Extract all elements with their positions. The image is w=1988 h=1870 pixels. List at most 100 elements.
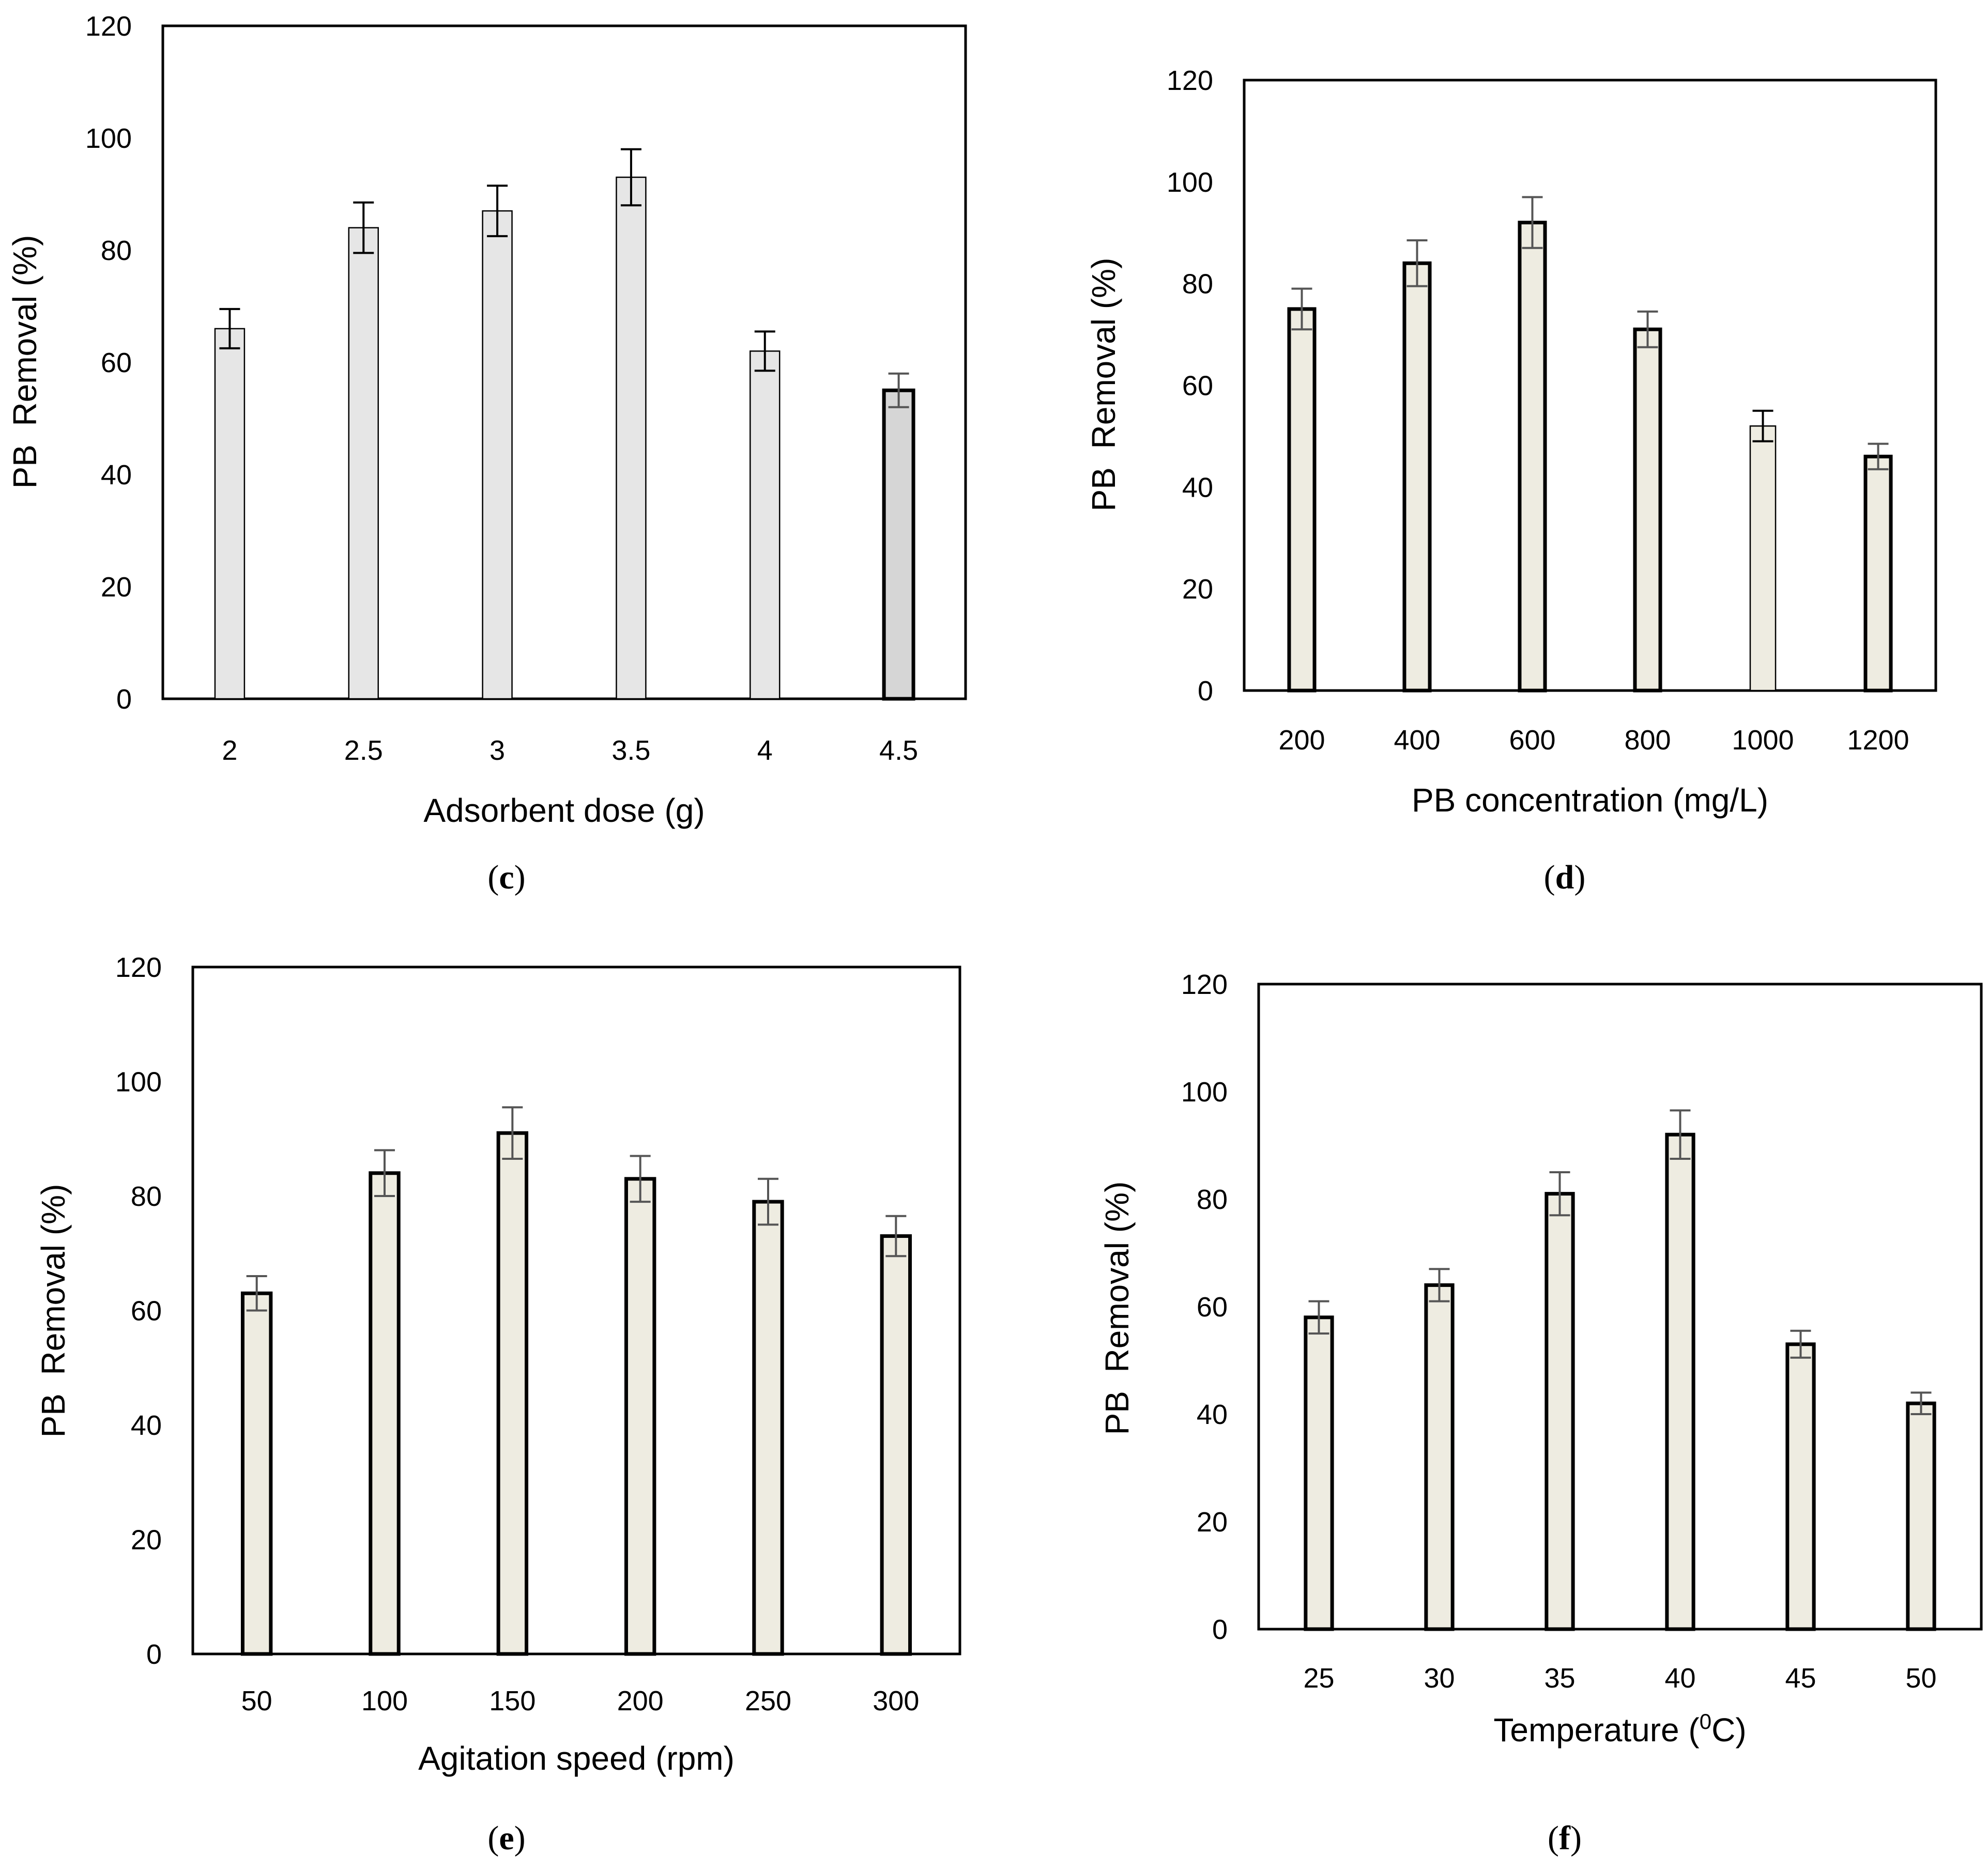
bar: [1287, 307, 1317, 693]
x-axis-title: Adsorbent dose (g): [423, 792, 705, 829]
x-tick-label: 200: [617, 1685, 664, 1716]
chart-panel-f: 0 20 40 60 80 100 120 25 30 35 40 45 50 Temperature (…: [994, 935, 1988, 1870]
chart-d: 0 20 40 60 80 100 120 200 400 600 800 1000 1200 PB co…: [1085, 65, 1937, 819]
bar: [1863, 454, 1893, 693]
bar: [624, 1177, 656, 1656]
y-tick-label: 120: [115, 952, 162, 983]
x-tick-label: 40: [1664, 1663, 1695, 1694]
y-tick-label: 0: [116, 684, 132, 715]
x-tick-label: 3: [490, 735, 505, 766]
y-tick-label: 60: [1182, 371, 1213, 402]
x-axis-title: Agitation speed (rpm): [418, 1740, 735, 1777]
bar: [369, 1171, 401, 1656]
bar: [1749, 425, 1777, 692]
y-tick-label: 0: [146, 1639, 162, 1670]
y-tick-label: 40: [1197, 1399, 1228, 1430]
y-axis-title: PB Removal (%): [6, 235, 43, 489]
y-tick-label: 20: [101, 572, 132, 603]
bar: [752, 1200, 784, 1656]
bar: [750, 350, 781, 700]
bar: [214, 328, 246, 700]
y-tick-label: 40: [1182, 472, 1213, 503]
y-tick-label: 20: [131, 1525, 162, 1556]
y-axis-title: PB Removal (%): [35, 1184, 72, 1438]
bar: [1785, 1342, 1816, 1631]
x-tick-label: 35: [1544, 1663, 1575, 1694]
x-tick-label: 2: [222, 735, 237, 766]
plot-frame: [1243, 79, 1937, 692]
y-tick-label: 20: [1197, 1507, 1228, 1538]
x-tick-label: 4: [757, 735, 773, 766]
x-tick-label: 50: [241, 1685, 272, 1716]
bar: [1402, 261, 1432, 693]
bar: [482, 210, 513, 700]
y-tick-label: 60: [1197, 1292, 1228, 1323]
y-tick-label: 20: [1182, 574, 1213, 605]
panel-caption-c: (c): [487, 859, 526, 896]
bar: [616, 176, 647, 700]
x-tick-label: 600: [1509, 725, 1555, 756]
chart-f: 0 20 40 60 80 100 120 25 30 35 40 45 50 Temperature (…: [1098, 969, 1983, 1749]
x-tick-label: 800: [1624, 725, 1671, 756]
y-axis-title: PB Removal (%): [1085, 258, 1122, 512]
y-tick-label: 0: [1212, 1614, 1228, 1645]
x-tick-label: 30: [1424, 1663, 1455, 1694]
panel-caption-d: (d): [1543, 859, 1586, 896]
y-tick-label: 80: [131, 1181, 162, 1212]
x-tick-label: 3.5: [611, 735, 650, 766]
panel-caption-f: (f): [1548, 1819, 1582, 1857]
y-tick-label: 100: [115, 1067, 162, 1098]
x-axis-title: Temperature (0C): [1493, 1709, 1746, 1749]
y-tick-label: 0: [1198, 676, 1213, 707]
bar: [882, 388, 915, 701]
y-tick-label: 120: [1181, 969, 1228, 1000]
y-tick-label: 80: [101, 235, 132, 266]
y-tick-label: 80: [1197, 1184, 1228, 1215]
chart-panel-d: 0 20 40 60 80 100 120 200 400 600 800 1000 1200 PB co…: [994, 0, 1988, 935]
x-tick-label: 25: [1303, 1663, 1334, 1694]
x-tick-label: 100: [361, 1685, 408, 1716]
x-tick-label: 1000: [1732, 725, 1794, 756]
y-tick-label: 60: [101, 347, 132, 378]
x-tick-label: 150: [489, 1685, 536, 1716]
x-tick-label: 2.5: [344, 735, 383, 766]
x-tick-label: 45: [1785, 1663, 1816, 1694]
y-tick-label: 40: [101, 459, 132, 491]
x-tick-label: 50: [1905, 1663, 1936, 1694]
y-tick-label: 120: [85, 11, 132, 42]
bar: [1518, 221, 1547, 693]
y-tick-label: 40: [131, 1410, 162, 1441]
x-tick-label: 200: [1278, 725, 1325, 756]
bar: [1544, 1192, 1575, 1631]
bar: [880, 1234, 912, 1656]
chart-panel-c: 0 20 40 60 80 100 120 2 2.5 3 3.5 4 4.5 Adsorbent dos…: [0, 0, 994, 935]
x-tick-label: 4.5: [879, 735, 918, 766]
y-tick-label: 100: [1167, 167, 1213, 198]
plot-frame: [1257, 983, 1983, 1631]
bar: [240, 1291, 273, 1656]
y-tick-label: 100: [85, 123, 132, 154]
bar: [1906, 1401, 1936, 1631]
y-tick-label: 80: [1182, 269, 1213, 300]
y-tick-label: 60: [131, 1296, 162, 1327]
bar: [348, 227, 379, 700]
panel-caption-e: (e): [487, 1819, 526, 1857]
bar: [496, 1131, 529, 1656]
y-tick-label: 100: [1181, 1077, 1228, 1108]
x-axis-title: PB concentration (mg/L): [1412, 781, 1768, 819]
chart-e: 0 20 40 60 80 100 120 50 100 150 200 250 300 Agitatio…: [35, 952, 961, 1777]
y-axis-title: PB Removal (%): [1098, 1182, 1136, 1435]
x-tick-label: 400: [1394, 725, 1440, 756]
y-tick-label: 120: [1167, 65, 1213, 96]
bar: [1424, 1283, 1455, 1631]
plot-frame: [191, 965, 961, 1656]
chart-panel-e: 0 20 40 60 80 100 120 50 100 150 200 250 300 Agitatio…: [0, 935, 994, 1870]
x-tick-label: 250: [745, 1685, 791, 1716]
plot-frame: [161, 24, 967, 700]
x-tick-label: 300: [873, 1685, 919, 1716]
bar: [1665, 1132, 1695, 1631]
bar: [1633, 327, 1662, 693]
x-tick-label: 1200: [1847, 725, 1909, 756]
bar: [1304, 1315, 1334, 1631]
chart-c: 0 20 40 60 80 100 120 2 2.5 3 3.5 4 4.5 Adsorbent dos…: [6, 11, 967, 829]
